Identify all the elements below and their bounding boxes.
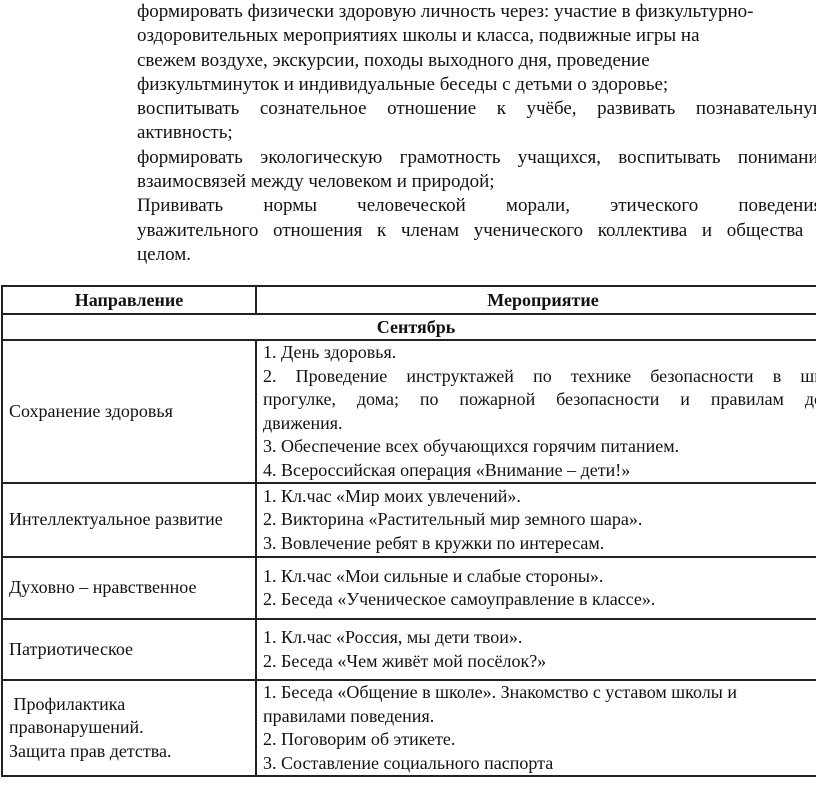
events-cell: 1. Кл.час «Россия, мы дети твои». 2. Бесе…	[255, 618, 816, 681]
direction-cell: Сохранение здоровья	[1, 339, 257, 484]
event-item: 1. Кл.час «Мир моих увлечений».	[263, 485, 521, 506]
direction-cell: Профилактика правонарушений. Защита прав д…	[1, 679, 257, 777]
intro-line: взаимосвязей между человеком и природой;	[137, 171, 495, 193]
month-label: Сентябрь	[1, 313, 816, 341]
table-row: Интеллектуальное развитие 1. Кл.час «Мир …	[1, 482, 816, 558]
intro-line: свежем воздухе, экскурсии, походы выходн…	[137, 49, 650, 71]
direction-text: правонарушений.	[9, 717, 144, 738]
header-direction: Направление	[1, 285, 257, 315]
event-item: 2. Беседа «Ученическое самоуправление в …	[263, 589, 656, 609]
table-row: Патриотическое 1. Кл.час «Россия, мы дети…	[1, 618, 816, 681]
event-item: 1. День здоровья.	[263, 342, 397, 362]
direction-text: Сохранение здоровья	[9, 400, 173, 421]
events-cell: 1. Кл.час «Мои сильные и слабые стороны»…	[255, 556, 816, 620]
direction-cell: Патриотическое	[1, 618, 257, 681]
direction-text: Духовно – нравственное	[9, 577, 197, 598]
intro-line: Прививать нормы человеческой морали, эти…	[137, 195, 816, 217]
intro-line: активность;	[137, 122, 233, 144]
events-cell: 1. Беседа «Общение в школе». Знакомство …	[255, 679, 816, 777]
event-item: 2. Проведение инструктажей по технике бе…	[263, 365, 816, 386]
intro-line: уважительного отношения к членам учениче…	[137, 219, 816, 241]
event-item: 3. Вовлечение ребят в кружки по интереса…	[263, 532, 605, 553]
intro-text: формировать физически здоровую личность …	[137, 0, 816, 267]
event-item: 4. Всероссийская операция «Внимание – де…	[263, 459, 631, 480]
table-header-row: Направление Мероприятие	[1, 285, 816, 315]
intro-line: воспитывать сознательное отношение к учё…	[137, 98, 816, 120]
event-item: 3. Обеспечение всех обучающихся горячим …	[263, 436, 680, 456]
event-item: 1. Беседа «Общение в школе». Знакомство …	[263, 682, 737, 702]
table-row: Сохранение здоровья 1. День здоровья. 2. П…	[1, 339, 816, 484]
event-item: 2. Поговорим об этикете.	[263, 729, 456, 749]
header-event: Мероприятие	[255, 285, 816, 315]
event-item: 3. Составление социального паспорта	[263, 752, 554, 773]
direction-text: Защита прав детства.	[9, 740, 172, 761]
intro-line: оздоровительных мероприятиях школы и кла…	[137, 25, 700, 47]
intro-line: физкультминуток и индивидуальные беседы …	[137, 73, 669, 95]
direction-text: Интеллектуальное развитие	[9, 509, 223, 530]
direction-text: Патриотическое	[9, 638, 134, 659]
event-item: 1. Кл.час «Мои сильные и слабые стороны»…	[263, 565, 604, 586]
event-item: 2. Викторина «Растительный мир земного ш…	[263, 509, 643, 530]
event-item: 2. Беседа «Чем живёт мой посёлок?»	[263, 650, 547, 671]
events-cell: 1. Кл.час «Мир моих увлечений». 2. Виктор…	[255, 482, 816, 558]
event-item: движения.	[263, 412, 343, 433]
intro-line: формировать экологическую грамотность уч…	[137, 146, 816, 168]
direction-cell: Интеллектуальное развитие	[1, 482, 257, 558]
events-cell: 1. День здоровья. 2. Проведение инструкта…	[255, 339, 816, 484]
direction-text: Профилактика	[9, 693, 126, 714]
month-row: Сентябрь	[1, 313, 816, 341]
intro-line: формировать физически здоровую личность …	[137, 1, 754, 22]
table-row: Духовно – нравственное 1. Кл.час «Мои сил…	[1, 556, 816, 620]
event-item: правилами поведения.	[263, 705, 435, 726]
intro-line: целом.	[137, 243, 191, 265]
plan-table: Направление Мероприятие Сентябрь Сохране…	[1, 285, 816, 777]
event-item: 1. Кл.час «Россия, мы дети твои».	[263, 627, 523, 647]
direction-cell: Духовно – нравственное	[1, 556, 257, 620]
table-row: Профилактика правонарушений. Защита прав д…	[1, 679, 816, 777]
event-item: прогулке, дома; по пожарной безопасности…	[263, 389, 816, 409]
